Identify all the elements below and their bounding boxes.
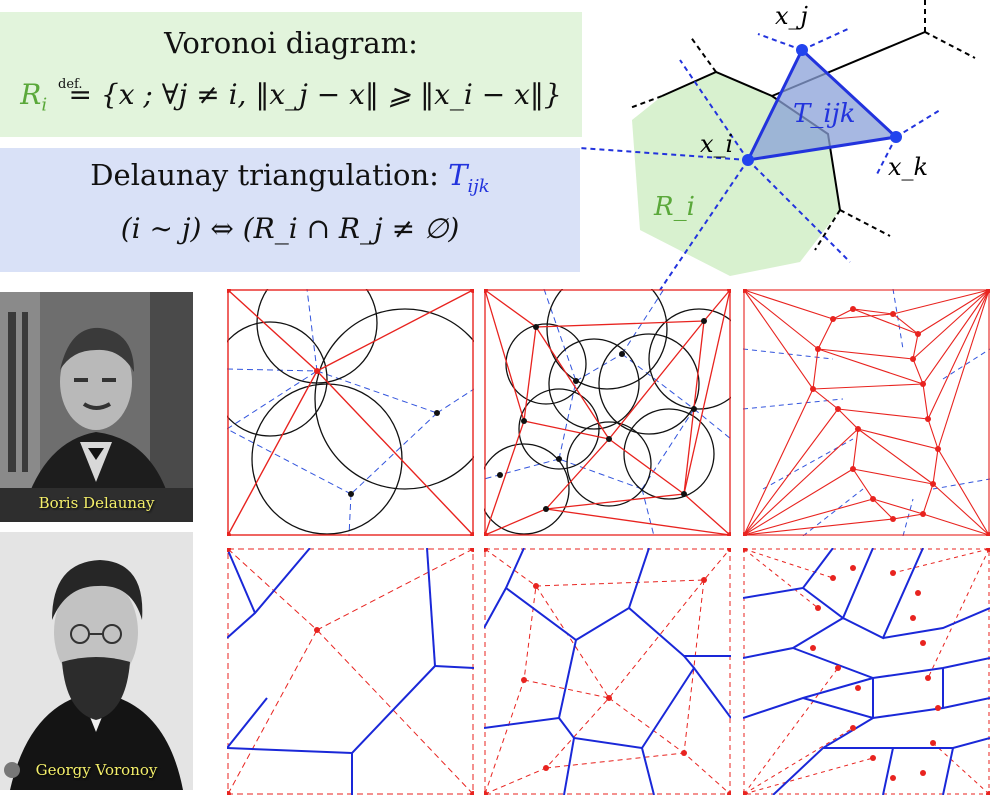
delaunay-title: Delaunay triangulation: <box>90 158 439 192</box>
panel-voronoi-dense <box>741 546 992 797</box>
label-xi: x_i <box>700 130 733 158</box>
voronoi-definition-box: Voronoi diagram: Ri def.= {x ; ∀j ≠ i, ‖… <box>0 12 582 137</box>
delaunay-title-line: Delaunay triangulation: Tijk <box>0 158 580 197</box>
delaunay-equivalence: (i ∼ j) ⇔ (R_i ∩ R_j ≠ ∅) <box>120 212 460 245</box>
triangle-Tijk <box>745 47 900 162</box>
portrait-delaunay-image <box>0 292 193 522</box>
voronoi-formula-rhs: {x ; ∀j ≠ i, ‖x_j − x‖ ⩾ ‖x_i − x‖} <box>100 78 562 111</box>
panel-voronoi-11pts <box>482 546 733 797</box>
voronoi-formula-lhs: Ri <box>20 78 48 116</box>
panel-delaunay-11pts <box>478 268 750 538</box>
panel-voronoi-5pts <box>225 546 476 797</box>
panel-delaunay-dense <box>741 287 992 538</box>
portrait-voronoy: Georgy Voronoy <box>0 532 193 790</box>
caption-voronoy: Georgy Voronoy <box>35 761 158 779</box>
label-xk: x_k <box>888 153 928 181</box>
caption-delaunay: Boris Delaunay <box>38 494 155 512</box>
panel-delaunay-5pts <box>212 262 496 538</box>
def-equals: def.= <box>58 77 92 111</box>
voronoi-formula: Ri def.= {x ; ∀j ≠ i, ‖x_j − x‖ ⩾ ‖x_i −… <box>0 77 582 116</box>
site-xk <box>890 131 902 143</box>
voronoi-cell-schematic: x_j x_i x_k T_ijk R_i <box>580 0 976 290</box>
label-xj: x_j <box>775 2 809 30</box>
site-xi <box>742 154 754 166</box>
delaunay-definition-box: Delaunay triangulation: Tijk (i ∼ j) ⇔ (… <box>0 148 580 272</box>
voronoi-title: Voronoi diagram: <box>164 26 418 60</box>
delaunay-symbol: Tijk <box>448 158 490 197</box>
label-Tijk: T_ijk <box>793 99 855 129</box>
portrait-delaunay: Boris Delaunay <box>0 292 193 522</box>
site-xj <box>796 44 808 56</box>
portrait-voronoy-image <box>0 532 193 790</box>
label-Ri: R_i <box>653 192 695 222</box>
